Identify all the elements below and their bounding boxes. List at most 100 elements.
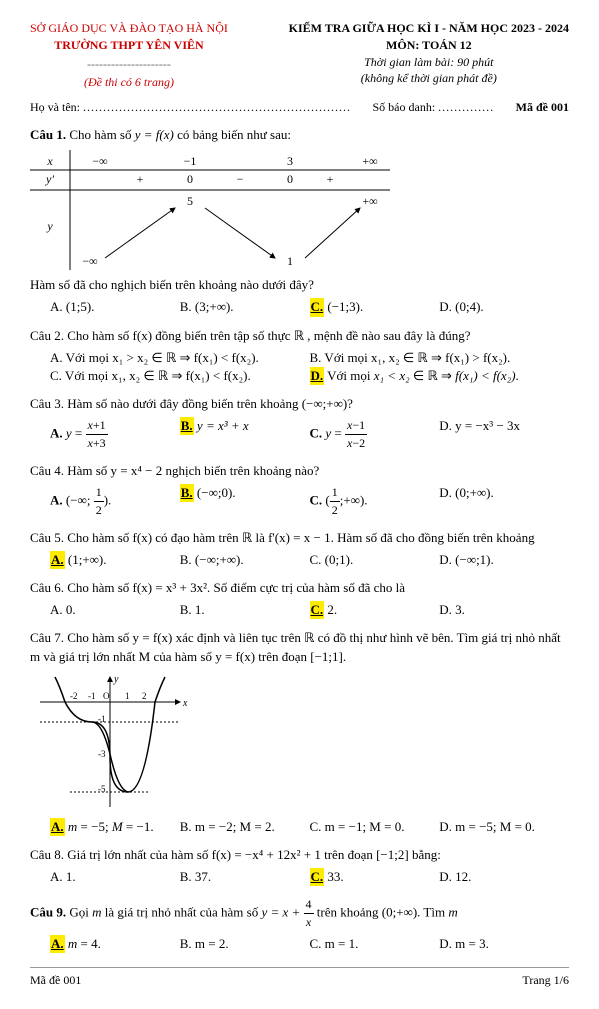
q8-a: A. 1.: [50, 868, 180, 886]
page-count: (Đề thi có 6 trang): [30, 74, 228, 91]
sbd-field: Số báo danh: ..............: [373, 99, 495, 116]
q5-choices: A. (1;+∞). B. (−∞;+∞). C. (0;1). D. (−∞;…: [50, 551, 569, 569]
dept: SỞ GIÁO DỤC VÀ ĐÀO TẠO HÀ NỘI: [30, 20, 228, 37]
q9-text: Câu 9. Gọi m là giá trị nhỏ nhất của hàm…: [30, 896, 569, 931]
svg-text:O: O: [103, 691, 110, 701]
exam-title: KIỂM TRA GIỮA HỌC KÌ I - NĂM HỌC 2023 - …: [289, 20, 569, 37]
svg-text:2: 2: [142, 691, 147, 701]
q7-b: B. m = −2; M = 2.: [180, 818, 310, 836]
header-left: SỞ GIÁO DỤC VÀ ĐÀO TẠO HÀ NỘI TRƯỜNG THP…: [30, 20, 228, 91]
q6-choices: A. 0. B. 1. C. 2. D. 3.: [50, 601, 569, 619]
svg-text:1: 1: [287, 254, 293, 268]
svg-text:1: 1: [125, 691, 130, 701]
q8-text: Câu 8. Giá trị lớn nhất của hàm số f(x) …: [30, 846, 569, 864]
q8-c: C. 33.: [310, 868, 440, 886]
q1-c: C. (−1;3).: [310, 298, 440, 316]
svg-text:-2: -2: [70, 691, 78, 701]
q4-c: C. (12;+∞).: [310, 484, 440, 519]
question-2: Câu 2. Cho hàm số f(x) đồng biến trên tậ…: [30, 327, 569, 386]
note: (không kể thời gian phát đề): [289, 70, 569, 87]
q4-a: A. (−∞; 12).: [50, 484, 180, 519]
svg-text:−∞: −∞: [92, 154, 107, 168]
q7-text: Câu 7. Cho hàm số y = f(x) xác định và l…: [30, 629, 569, 665]
q3-choices: A. y = x+1x+3 B. y = x³ + x C. y = x−1x−…: [50, 417, 569, 452]
svg-text:−: −: [237, 172, 244, 186]
footer: Mã đề 001 Trang 1/6: [30, 967, 569, 989]
q7-c: C. m = −1; M = 0.: [310, 818, 440, 836]
svg-text:-3: -3: [98, 749, 106, 759]
q2-text: Câu 2. Cho hàm số f(x) đồng biến trên tậ…: [30, 327, 569, 345]
q7-d: D. m = −5; M = 0.: [439, 818, 569, 836]
q7-graph: x y -2 -1 O 1 2 -1 -3 -5: [30, 672, 569, 812]
q3-d: D. y = −x³ − 3x: [439, 417, 569, 452]
svg-text:x: x: [182, 698, 188, 709]
q6-a: A. 0.: [50, 601, 180, 619]
q7-choices: A. m = −5; M = −1. B. m = −2; M = 2. C. …: [50, 818, 569, 836]
q2-choices: A. Với mọi x₁ > x₂ ∈ ℝ ⇒ f(x₁) < f(x₂). …: [50, 349, 569, 385]
question-7: Câu 7. Cho hàm số y = f(x) xác định và l…: [30, 629, 569, 836]
q2-d: D. Với mọi x₁ < x₂ ∈ ℝ ⇒ f(x₁) < f(x₂).: [310, 367, 570, 385]
q9-c: C. m = 1.: [310, 935, 440, 953]
q9-b: B. m = 2.: [180, 935, 310, 953]
q9-choices: A. m = 4. B. m = 2. C. m = 1. D. m = 3.: [50, 935, 569, 953]
q2-a: A. Với mọi x₁ > x₂ ∈ ℝ ⇒ f(x₁) < f(x₂).: [50, 349, 310, 367]
q3-text: Câu 3. Hàm số nào dưới đây đồng biến trê…: [30, 395, 569, 413]
question-8: Câu 8. Giá trị lớn nhất của hàm số f(x) …: [30, 846, 569, 886]
q9-d: D. m = 3.: [439, 935, 569, 953]
q2-c: C. Với mọi x₁, x₂ ∈ ℝ ⇒ f(x₁) < f(x₂).: [50, 367, 310, 385]
svg-text:−∞: −∞: [82, 254, 97, 268]
q2-b: B. Với mọi x₁, x₂ ∈ ℝ ⇒ f(x₁) > f(x₂).: [310, 349, 570, 367]
svg-text:0: 0: [287, 172, 293, 186]
q1-choices: A. (1;5). B. (3;+∞). C. (−1;3). D. (0;4)…: [50, 298, 569, 316]
svg-text:+: +: [137, 172, 144, 186]
q6-text: Câu 6. Cho hàm số f(x) = x³ + 3x². Số đi…: [30, 579, 569, 597]
separator: ---------------------: [30, 56, 228, 73]
svg-text:+∞: +∞: [362, 154, 377, 168]
footer-right: Trang 1/6: [522, 972, 569, 989]
q1-prompt: Hàm số đã cho nghịch biến trên khoảng nà…: [30, 276, 569, 294]
sign-table: x y' y −∞ −1 3 +∞ + 0 − 0 + 5 +∞ −∞ 1: [30, 150, 569, 270]
q5-b: B. (−∞;+∞).: [180, 551, 310, 569]
q3-a: A. y = x+1x+3: [50, 417, 180, 452]
info-row: Họ và tên: .............................…: [30, 99, 569, 116]
q5-d: D. (−∞;1).: [439, 551, 569, 569]
q1-b: B. (3;+∞).: [180, 298, 310, 316]
q4-text: Câu 4. Hàm số y = x⁴ − 2 nghịch biến trê…: [30, 462, 569, 480]
question-9: Câu 9. Gọi m là giá trị nhỏ nhất của hàm…: [30, 896, 569, 953]
q4-choices: A. (−∞; 12). B. (−∞;0). C. (12;+∞). D. (…: [50, 484, 569, 519]
q1-d: D. (0;4).: [439, 298, 569, 316]
graph-svg: x y -2 -1 O 1 2 -1 -3 -5: [30, 672, 190, 812]
svg-text:3: 3: [287, 154, 293, 168]
question-3: Câu 3. Hàm số nào dưới đây đồng biến trê…: [30, 395, 569, 452]
svg-text:5: 5: [187, 194, 193, 208]
svg-text:x: x: [46, 154, 53, 168]
svg-text:-1: -1: [88, 691, 96, 701]
svg-text:y: y: [46, 219, 53, 233]
q5-c: C. (0;1).: [310, 551, 440, 569]
svg-text:−1: −1: [184, 154, 197, 168]
q5-a: A. (1;+∞).: [50, 551, 180, 569]
q9-a: A. m = 4.: [50, 935, 180, 953]
subject: MÔN: TOÁN 12: [289, 37, 569, 54]
q8-b: B. 37.: [180, 868, 310, 886]
school-name: TRƯỜNG THPT YÊN VIÊN: [30, 37, 228, 54]
question-5: Câu 5. Cho hàm số f(x) có đạo hàm trên ℝ…: [30, 529, 569, 569]
made-code: Mã đề 001: [516, 99, 569, 116]
q8-d: D. 12.: [439, 868, 569, 886]
q6-d: D. 3.: [439, 601, 569, 619]
header: SỞ GIÁO DỤC VÀ ĐÀO TẠO HÀ NỘI TRƯỜNG THP…: [30, 20, 569, 91]
q3-b: B. y = x³ + x: [180, 417, 310, 452]
svg-text:+: +: [327, 172, 334, 186]
q7-a: A. m = −5; M = −1.: [50, 818, 180, 836]
variation-table-svg: x y' y −∞ −1 3 +∞ + 0 − 0 + 5 +∞ −∞ 1: [30, 150, 390, 270]
question-4: Câu 4. Hàm số y = x⁴ − 2 nghịch biến trê…: [30, 462, 569, 519]
footer-left: Mã đề 001: [30, 972, 81, 989]
question-6: Câu 6. Cho hàm số f(x) = x³ + 3x². Số đi…: [30, 579, 569, 619]
name-field: Họ và tên: .............................…: [30, 99, 351, 116]
q5-text: Câu 5. Cho hàm số f(x) có đạo hàm trên ℝ…: [30, 529, 569, 547]
q3-c: C. y = x−1x−2: [310, 417, 440, 452]
svg-text:y: y: [113, 674, 119, 685]
q6-b: B. 1.: [180, 601, 310, 619]
q6-c: C. 2.: [310, 601, 440, 619]
duration: Thời gian làm bài: 90 phút: [289, 54, 569, 71]
